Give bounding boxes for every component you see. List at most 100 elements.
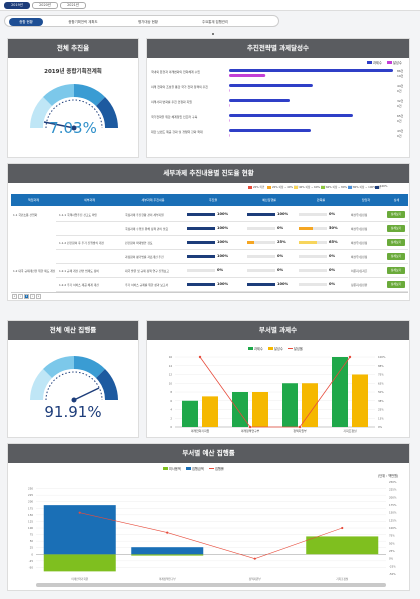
task-value-total: 86건 bbox=[397, 68, 404, 73]
progress-value: 100% bbox=[277, 212, 289, 216]
progress-track bbox=[247, 269, 275, 272]
table-header-cell: 담당자 bbox=[361, 198, 371, 202]
y-tick-label: -25 bbox=[29, 559, 34, 563]
progress-fill bbox=[187, 241, 215, 244]
page-button[interactable]: » bbox=[36, 294, 41, 299]
scrollbar-thumb[interactable] bbox=[36, 583, 386, 587]
page-button[interactable]: « bbox=[12, 294, 17, 299]
legend-swatch-4 bbox=[348, 186, 352, 189]
y-tick-label: 50 bbox=[30, 539, 34, 543]
cell-manager: 박선우/김민정 bbox=[351, 227, 368, 231]
dept-bar-tasks bbox=[282, 383, 298, 427]
year-tab-2019[interactable]: 2019년 bbox=[4, 2, 30, 9]
cell-content: 국정과제 추진현황 관리 세부지원 bbox=[125, 213, 164, 217]
task-bar-total bbox=[229, 84, 313, 87]
row-divider bbox=[56, 221, 408, 222]
y-tick-label: 12 bbox=[169, 373, 173, 377]
plan-name: 2019년 종합기획전계획 bbox=[44, 69, 102, 75]
progress-value: 0% bbox=[329, 282, 336, 286]
dept-bar-done bbox=[252, 392, 268, 427]
dept-panel: 부서별 과제수 과제수 달성수 달성율 0 0% 2 13% 4 25% 6 38% 8 50% 1… bbox=[146, 320, 410, 438]
progress-value: 100% bbox=[217, 282, 229, 286]
y2-tick-label: 75% bbox=[389, 534, 395, 538]
year-tab-bar: 2019년 2020년 2021년 bbox=[0, 0, 420, 11]
y2-tick-label: 0% bbox=[378, 425, 383, 429]
y2-tick-label: 0% bbox=[389, 557, 394, 561]
task-value-done: 19건 bbox=[397, 73, 404, 78]
tab-evaluation[interactable]: 평가대상 현황 bbox=[138, 20, 158, 24]
detail-button[interactable]: 상세보기 bbox=[387, 253, 405, 260]
y-tick-label: -50 bbox=[29, 565, 34, 569]
page-button[interactable]: › bbox=[30, 294, 35, 299]
detail-button[interactable]: 상세보기 bbox=[387, 239, 405, 246]
dept-rate-point bbox=[348, 355, 352, 359]
dept-rate-point bbox=[298, 425, 302, 429]
task-bar-total bbox=[229, 69, 393, 72]
progress-track bbox=[247, 241, 275, 244]
carousel-dot bbox=[212, 33, 214, 35]
dept-bar-tasks bbox=[332, 357, 348, 427]
y2-tick-label: 25% bbox=[378, 408, 384, 412]
cell-manager: 박선우/김민정 bbox=[351, 241, 368, 245]
task-value-total: 65건 bbox=[397, 113, 404, 118]
budget-category-label: 기획조정실 bbox=[336, 577, 349, 581]
y-tick-label: 6 bbox=[170, 399, 172, 403]
cell-manager: 박선우/김민정 bbox=[351, 255, 368, 259]
y2-tick-label: 225% bbox=[389, 488, 397, 492]
budget-gauge-arc bbox=[30, 356, 118, 403]
y2-tick-label: 50% bbox=[378, 390, 384, 394]
year-tab-2021[interactable]: 2021년 bbox=[60, 2, 86, 9]
legend-rate: 집행률 bbox=[215, 467, 224, 471]
legend-swatch-dept-rate bbox=[288, 348, 293, 349]
year-tab-2020[interactable]: 2020년 bbox=[32, 2, 58, 9]
gauge-arc bbox=[30, 84, 118, 131]
legend-label-0: 20% 미만 bbox=[253, 186, 265, 189]
page-button[interactable]: 1 bbox=[24, 294, 29, 299]
page-button[interactable]: ‹ bbox=[18, 294, 23, 299]
progress-legend: 20% 미만 20% 이상 ~ 40% 미만 40% 이상 ~ 60% 미만 60% … bbox=[248, 185, 408, 190]
tab-budget-stats[interactable]: 주요통계 집행관리 bbox=[201, 20, 229, 24]
y2-tick-label: 250% bbox=[389, 480, 397, 484]
task-value-total: 32건 bbox=[397, 98, 404, 103]
detail-button[interactable]: 상세보기 bbox=[387, 267, 405, 274]
budget-rate-point bbox=[166, 531, 169, 534]
detail-button[interactable]: 상세보기 bbox=[387, 225, 405, 232]
cell-content: 국정과제 수행을 위해 정책 관리 필요 bbox=[125, 227, 169, 231]
chart-scrollbar[interactable] bbox=[36, 583, 386, 587]
task-value-total: 44건 bbox=[397, 83, 404, 88]
legend-swatch-3 bbox=[321, 186, 325, 189]
progress-fill bbox=[247, 283, 275, 286]
detail-button[interactable]: 상세보기 bbox=[387, 211, 405, 218]
budget-panel-title: 전체 예산 집행률 bbox=[8, 321, 138, 340]
progress-track bbox=[299, 283, 327, 286]
table-header-cell: 예산집행률 bbox=[262, 198, 276, 202]
progress-panel: 전체 추진율 2019년 종합기획전계획 7.03% bbox=[7, 38, 139, 158]
task-bar-done bbox=[229, 89, 230, 92]
progress-fill bbox=[187, 255, 215, 258]
task-bar-done bbox=[229, 119, 230, 122]
budget-category-label: 미래정책연구부 bbox=[159, 577, 176, 581]
cell-content: 대국 발굴 및 규제 정책 연구 진행보고 bbox=[125, 269, 169, 273]
dept-bar-tasks bbox=[182, 400, 198, 427]
task-bar-total bbox=[229, 99, 291, 102]
legend-unused: 미사용액 bbox=[169, 467, 181, 471]
dept-category-label: 미래전략기획원 bbox=[191, 428, 210, 433]
cell-content: 추가 서비스 규제를 위한 성과 보고서 bbox=[125, 283, 169, 287]
y-tick-label: 4 bbox=[170, 408, 172, 412]
task-value-done: 0건 bbox=[397, 133, 402, 138]
budget-bar-unused bbox=[43, 554, 116, 572]
tab-overview[interactable]: 종합 현황 bbox=[9, 18, 43, 26]
progress-value: 0% bbox=[329, 212, 336, 216]
y2-tick-label: 100% bbox=[378, 355, 386, 359]
row-divider bbox=[56, 235, 408, 236]
tab-strategy-plan[interactable]: 종합기획전략 계획도 bbox=[68, 20, 98, 24]
progress-track bbox=[299, 269, 327, 272]
task-bar-done bbox=[229, 134, 230, 137]
detail-panel: 세부과제 추진내용별 진도율 현황 20% 미만 20% 이상 ~ 40% 미만 4… bbox=[7, 163, 410, 301]
budget-panel: 전체 예산 집행률 91.91% bbox=[7, 320, 139, 438]
detail-button[interactable]: 상세보기 bbox=[387, 281, 405, 288]
progress-track bbox=[247, 255, 275, 258]
row-divider bbox=[56, 277, 408, 278]
legend-swatch-rate bbox=[209, 468, 214, 469]
cell-subtask: 1.1.1 국책사업추진 선고도 확인 bbox=[59, 213, 98, 217]
